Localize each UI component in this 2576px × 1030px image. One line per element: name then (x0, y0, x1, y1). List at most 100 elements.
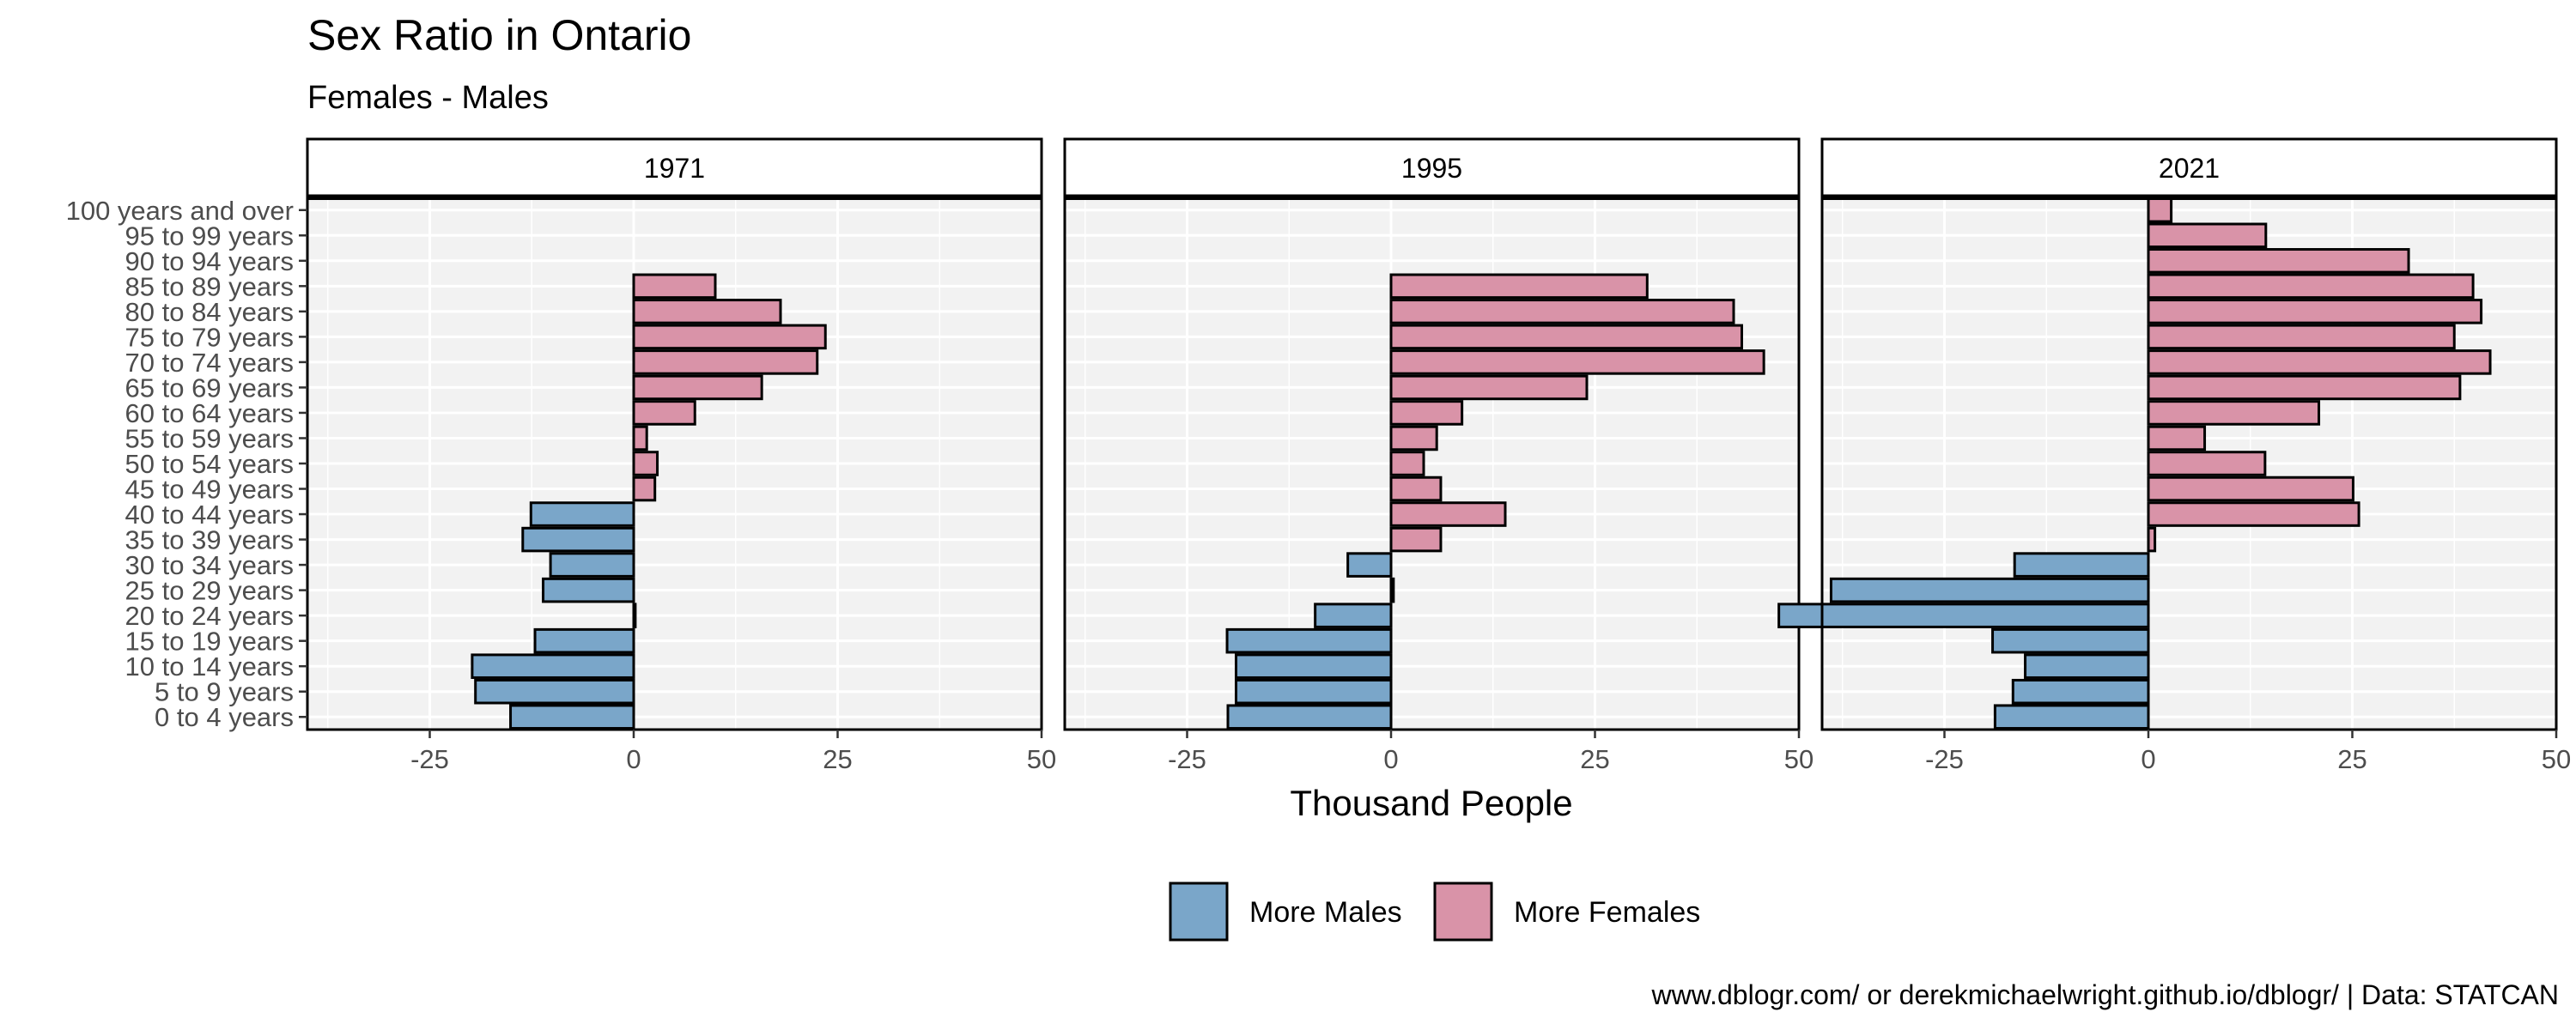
bar-2021-30-to-34-years (2013, 552, 2150, 578)
bar-1995-0-to-4-years (1226, 704, 1393, 730)
y-tick-label: 90 to 94 years (125, 246, 294, 276)
y-tick-label: 70 to 74 years (125, 348, 294, 378)
bar-2021-85-to-89-years (2147, 273, 2475, 300)
panel-strip (1820, 137, 2558, 197)
x-tick-label: -25 (410, 744, 449, 774)
y-tick-label: 85 to 89 years (125, 271, 294, 301)
bar-2021-20-to-24-years (1777, 603, 2150, 628)
panel-1971: 1971 -25 0 25 50 (306, 137, 1056, 774)
bar-1971-5-to-9-years (474, 678, 635, 705)
bar-1995-10-to-14-years (1235, 653, 1393, 679)
bar-1995-20-to-24-years (1314, 603, 1393, 628)
bar-1995-65-to-69-years (1389, 374, 1589, 401)
y-tick-label: 30 to 34 years (125, 550, 294, 580)
y-tick-label: 60 to 64 years (125, 398, 294, 428)
bar-1971-60-to-64-years (632, 400, 696, 426)
x-tick-label: 25 (1580, 744, 1609, 774)
bar-1995-85-to-89-years (1389, 273, 1649, 300)
legend-swatch (1169, 882, 1229, 942)
panel-2021: 2021 -25 0 25 50 (1777, 137, 2571, 774)
bar-2021-80-to-84-years (2147, 299, 2483, 324)
y-tick-label: 25 to 29 years (125, 576, 294, 606)
bar-1971-70-to-74-years (632, 349, 819, 375)
bar-1995-25-to-29-years (1389, 577, 1395, 603)
bar-1995-35-to-39-years (1389, 526, 1443, 553)
panel-strip-label: 2021 (2159, 153, 2220, 184)
x-tick-label: 50 (1784, 744, 1814, 774)
bar-1995-80-to-84-years (1389, 299, 1735, 324)
y-tick-label: 20 to 24 years (125, 601, 294, 631)
bar-1995-15-to-19-years (1225, 627, 1393, 654)
y-tick-label: 10 to 14 years (125, 651, 294, 682)
bar-2021-90-to-94-years (2147, 248, 2410, 274)
panels: 1971 -25 0 25 50 1995 -25 0 25 50 2021 -25 0 25 50 (306, 137, 2571, 774)
y-tick-label: 100 years and over (66, 196, 294, 226)
y-tick-label: 35 to 39 years (125, 525, 294, 555)
bar-2021-75-to-79-years (2147, 324, 2456, 350)
bar-2021-95-to-99-years (2147, 222, 2268, 249)
chart-subtitle: Females - Males (307, 80, 549, 116)
bar-1995-5-to-9-years (1235, 678, 1393, 705)
bar-1995-55-to-59-years (1389, 425, 1438, 451)
legend: More Males More Females (1169, 882, 1700, 942)
chart-caption: www.dblogr.com/ or derekmichaelwright.gi… (1651, 979, 2559, 1010)
bar-1971-50-to-54-years (632, 451, 659, 476)
legend-item: More Males (1169, 882, 1402, 942)
bar-1971-65-to-69-years (632, 374, 763, 401)
bar-2021-50-to-54-years (2147, 451, 2267, 476)
panel-1995: 1995 -25 0 25 50 (1063, 137, 1814, 774)
y-tick-label: 95 to 99 years (125, 221, 294, 251)
bar-1971-30-to-34-years (549, 552, 635, 578)
y-tick-label: 80 to 84 years (125, 297, 294, 327)
x-tick-label: 25 (823, 744, 852, 774)
bar-2021-0-to-4-years (1993, 704, 2150, 730)
x-tick-label: 0 (2141, 744, 2155, 774)
y-tick-label: 5 to 9 years (155, 677, 294, 707)
y-tick-label: 15 to 19 years (125, 627, 294, 657)
bar-1971-40-to-44-years (529, 501, 635, 527)
bar-1995-60-to-64-years (1389, 400, 1464, 426)
chart-title: Sex Ratio in Ontario (307, 11, 691, 59)
x-tick-label: -25 (1168, 744, 1206, 774)
bar-2021-5-to-9-years (2011, 678, 2150, 705)
bar-1995-40-to-44-years (1389, 501, 1507, 527)
bar-2021-10-to-14-years (2024, 653, 2150, 679)
bar-2021-35-to-39-years (2147, 526, 2157, 553)
y-tick-label: 45 to 49 years (125, 475, 294, 505)
bar-1995-75-to-79-years (1389, 324, 1743, 350)
bar-2021-25-to-29-years (1829, 577, 2150, 603)
bar-2021-55-to-59-years (2147, 425, 2207, 451)
y-tick-label: 50 to 54 years (125, 449, 294, 479)
bar-1971-0-to-4-years (509, 704, 635, 730)
bar-1995-50-to-54-years (1389, 451, 1425, 476)
bar-2021-15-to-19-years (1991, 627, 2150, 654)
bar-1971-80-to-84-years (632, 299, 782, 324)
panel-strip-label: 1971 (644, 153, 705, 184)
bar-1971-10-to-14-years (471, 653, 635, 679)
panel-strip (306, 137, 1043, 197)
x-tick-label: 0 (1383, 744, 1398, 774)
y-tick-label: 0 to 4 years (155, 702, 294, 732)
legend-item: More Females (1433, 882, 1700, 942)
x-tick-label: 50 (2542, 744, 2571, 774)
bar-2021-100-years-and-over (2147, 197, 2173, 223)
x-tick-label: 25 (2337, 744, 2366, 774)
bar-1971-55-to-59-years (632, 425, 648, 451)
bar-2021-60-to-64-years (2147, 400, 2321, 426)
y-tick-label: 40 to 44 years (125, 500, 294, 530)
y-tick-label: 65 to 69 years (125, 373, 294, 403)
bar-1971-75-to-79-years (632, 324, 827, 350)
bar-1995-70-to-74-years (1389, 349, 1765, 375)
bar-1995-30-to-34-years (1346, 552, 1393, 578)
panel-strip-label: 1995 (1401, 153, 1462, 184)
bar-2021-45-to-49-years (2147, 476, 2354, 502)
bar-1971-15-to-19-years (533, 627, 635, 654)
x-tick-label: 50 (1027, 744, 1056, 774)
bar-2021-65-to-69-years (2147, 374, 2462, 401)
bar-1971-20-to-24-years (632, 603, 637, 628)
bar-1971-35-to-39-years (521, 526, 635, 553)
legend-swatch (1433, 882, 1493, 942)
bar-1971-45-to-49-years (632, 476, 657, 502)
